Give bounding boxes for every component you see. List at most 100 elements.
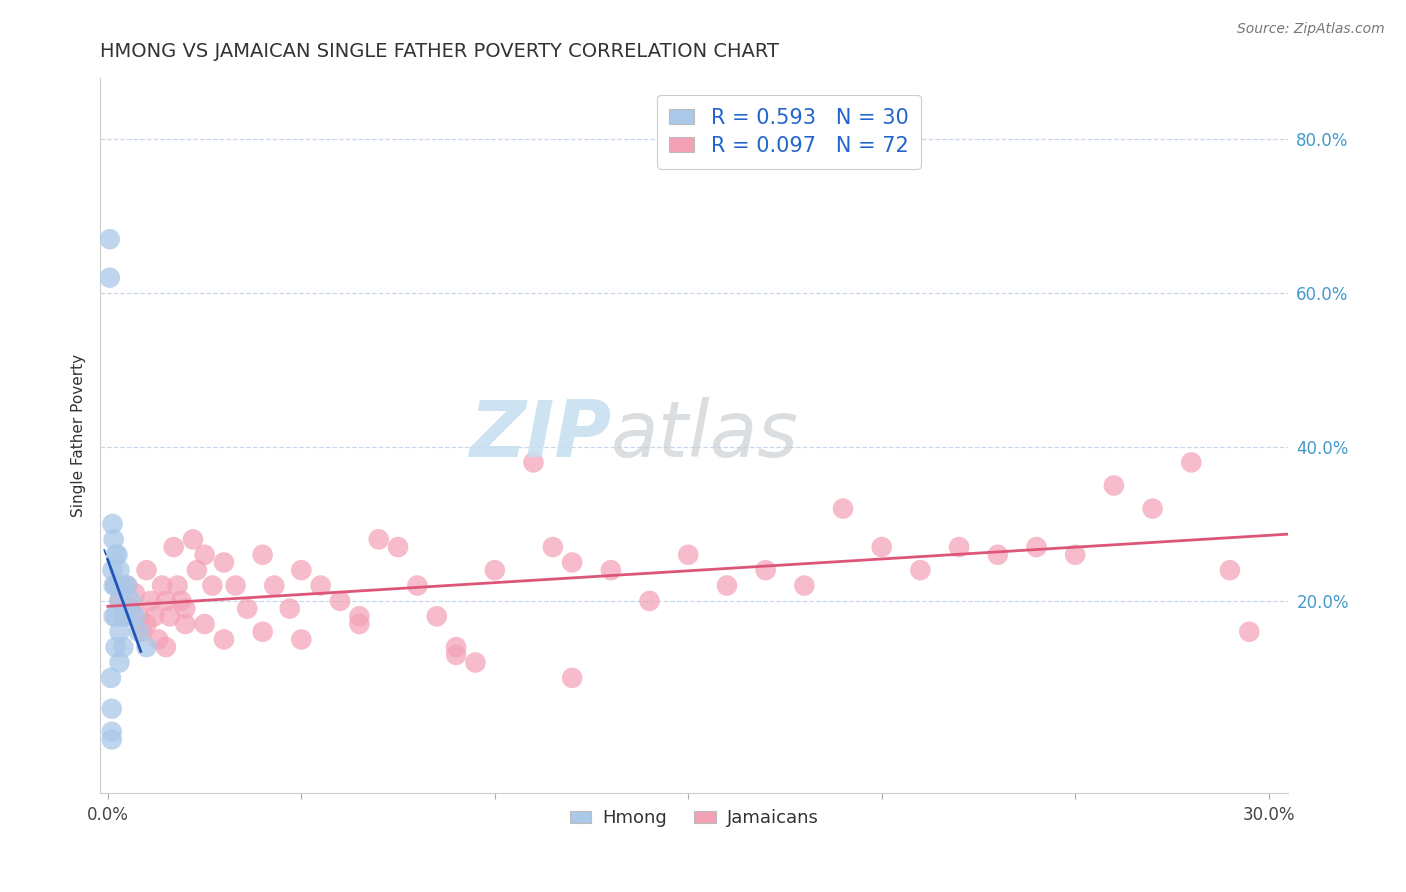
Point [174,601,197,615]
Point [252,624,274,639]
Point [599,563,621,577]
Point [107,578,129,592]
Point [252,548,274,562]
Point [98,232,121,246]
Point [104,578,127,592]
Point [236,601,259,615]
Point [115,578,138,592]
Point [108,594,131,608]
Point [120,594,142,608]
Point [100,701,122,715]
Point [104,548,127,562]
Point [263,578,285,592]
Point [124,609,146,624]
Point [174,617,197,632]
Point [108,656,131,670]
Point [115,609,138,624]
Point [181,533,204,547]
Point [201,578,224,592]
Point [135,563,157,577]
Point [100,671,122,685]
Point [309,578,332,592]
Point [225,578,247,592]
Text: ZIP: ZIP [468,398,612,474]
Point [987,548,1010,562]
Point [212,632,235,647]
Point [155,594,177,608]
Y-axis label: Single Father Poverty: Single Father Poverty [72,354,86,517]
Text: Source: ZipAtlas.com: Source: ZipAtlas.com [1237,22,1385,37]
Point [1102,478,1125,492]
Point [170,594,193,608]
Point [155,640,177,654]
Point [120,601,142,615]
Point [104,640,127,654]
Point [870,540,893,554]
Legend: Hmong, Jamaicans: Hmong, Jamaicans [562,802,825,834]
Point [104,578,127,592]
Point [159,609,181,624]
Point [108,594,131,608]
Point [561,671,583,685]
Point [1180,455,1202,469]
Point [143,609,166,624]
Point [186,563,208,577]
Point [104,609,127,624]
Text: atlas: atlas [612,398,799,474]
Point [103,533,125,547]
Point [290,563,312,577]
Point [100,724,122,739]
Point [793,578,815,592]
Point [131,624,153,639]
Point [1219,563,1241,577]
Point [406,578,429,592]
Point [290,632,312,647]
Point [426,609,449,624]
Point [98,270,121,285]
Point [194,548,217,562]
Point [135,617,157,632]
Point [112,609,135,624]
Point [128,624,150,639]
Point [150,578,173,592]
Point [108,624,131,639]
Point [910,563,932,577]
Point [112,640,135,654]
Point [108,563,131,577]
Point [163,540,186,554]
Point [522,455,544,469]
Point [115,578,138,592]
Point [107,548,129,562]
Point [387,540,409,554]
Point [101,563,124,577]
Point [329,594,352,608]
Point [128,609,150,624]
Point [103,609,125,624]
Point [135,640,157,654]
Point [101,516,124,531]
Point [112,609,135,624]
Point [1064,548,1087,562]
Point [166,578,188,592]
Point [112,578,135,592]
Point [444,640,467,654]
Point [367,533,389,547]
Point [212,556,235,570]
Text: HMONG VS JAMAICAN SINGLE FATHER POVERTY CORRELATION CHART: HMONG VS JAMAICAN SINGLE FATHER POVERTY … [100,42,779,61]
Point [349,617,371,632]
Point [484,563,506,577]
Point [464,656,486,670]
Point [349,609,371,624]
Point [716,578,738,592]
Point [139,594,162,608]
Point [278,601,301,615]
Point [146,632,169,647]
Point [100,732,122,747]
Point [103,578,125,592]
Point [1239,624,1261,639]
Point [561,556,583,570]
Point [832,501,855,516]
Point [541,540,564,554]
Point [638,594,661,608]
Point [194,617,217,632]
